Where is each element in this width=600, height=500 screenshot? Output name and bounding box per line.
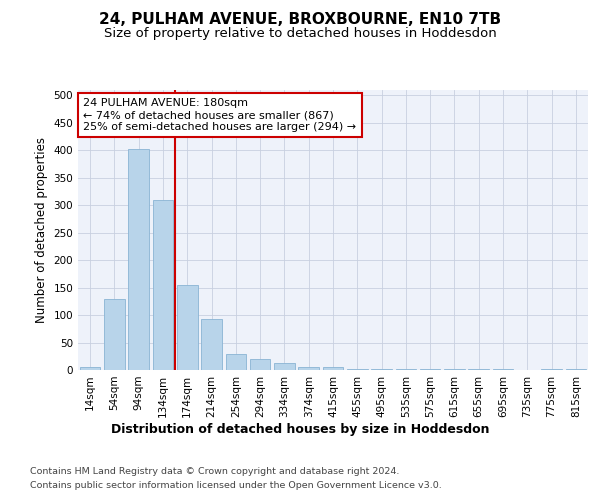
Text: Contains HM Land Registry data © Crown copyright and database right 2024.: Contains HM Land Registry data © Crown c… [30,468,400,476]
Bar [250,359,271,370]
Bar [274,364,295,370]
Y-axis label: Number of detached properties: Number of detached properties [35,137,48,323]
Bar [226,354,246,370]
Bar [104,298,125,370]
Text: 24 PULHAM AVENUE: 180sqm
← 74% of detached houses are smaller (867)
25% of semi-: 24 PULHAM AVENUE: 180sqm ← 74% of detach… [83,98,356,132]
Text: 24, PULHAM AVENUE, BROXBOURNE, EN10 7TB: 24, PULHAM AVENUE, BROXBOURNE, EN10 7TB [99,12,501,28]
Bar [152,200,173,370]
Text: Size of property relative to detached houses in Hoddesdon: Size of property relative to detached ho… [104,28,496,40]
Bar [323,368,343,370]
Bar [347,369,368,370]
Bar [566,369,586,370]
Bar [177,285,197,370]
Text: Contains public sector information licensed under the Open Government Licence v3: Contains public sector information licen… [30,481,442,490]
Bar [128,148,149,370]
Text: Distribution of detached houses by size in Hoddesdon: Distribution of detached houses by size … [111,422,489,436]
Bar [201,319,222,370]
Bar [444,369,465,370]
Bar [80,368,100,370]
Bar [298,368,319,370]
